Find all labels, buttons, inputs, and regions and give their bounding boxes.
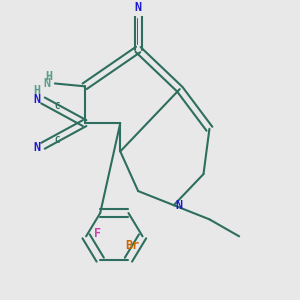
Text: N: N xyxy=(33,141,40,154)
Text: N: N xyxy=(33,92,40,106)
Text: F: F xyxy=(94,227,101,240)
Text: Br: Br xyxy=(125,239,140,252)
Text: N: N xyxy=(43,77,50,90)
Text: H: H xyxy=(33,84,40,97)
Text: C: C xyxy=(54,136,59,145)
Text: H: H xyxy=(45,70,52,83)
Text: N: N xyxy=(175,199,182,212)
Text: N: N xyxy=(134,1,142,14)
Text: C: C xyxy=(54,102,59,111)
